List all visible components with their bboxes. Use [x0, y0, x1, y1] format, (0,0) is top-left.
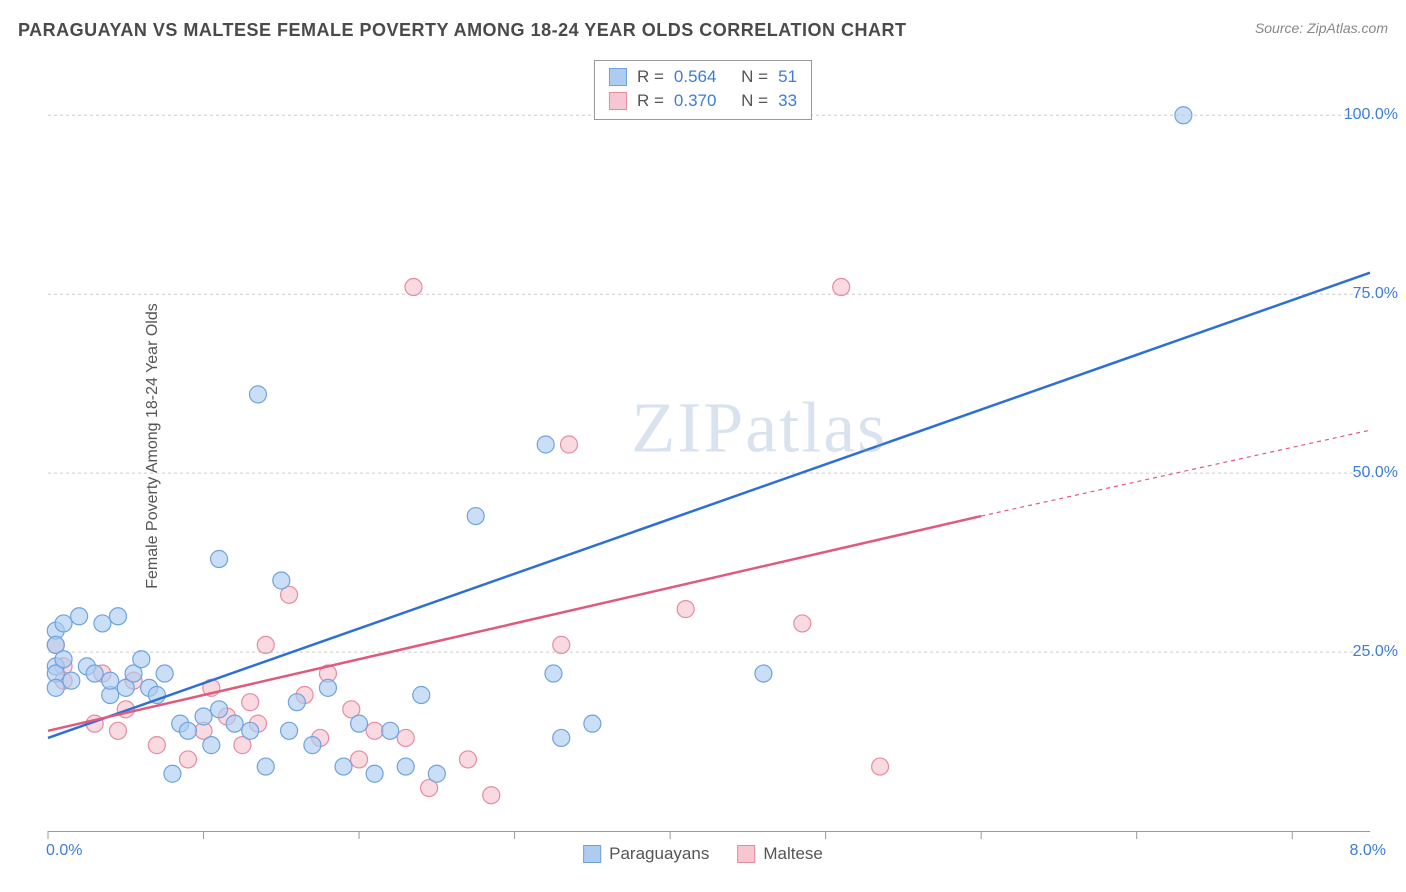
series-legend: Paraguayans Maltese: [583, 844, 823, 864]
legend-label: Paraguayans: [609, 844, 709, 864]
y-tick-label: 100.0%: [1344, 106, 1398, 124]
plot-area: [48, 58, 1370, 832]
y-tick-label: 75.0%: [1353, 285, 1398, 303]
r-label: R =: [637, 89, 664, 113]
y-tick-label: 25.0%: [1353, 643, 1398, 661]
legend-label: Maltese: [763, 844, 823, 864]
swatch-paraguayans: [583, 845, 601, 863]
x-axis-end-label: 8.0%: [1350, 842, 1386, 860]
swatch-maltese: [737, 845, 755, 863]
n-label: N =: [741, 89, 768, 113]
correlation-legend: R = 0.564 N = 51 R = 0.370 N = 33: [594, 60, 812, 120]
legend-item-paraguayans: Paraguayans: [583, 844, 709, 864]
scatter-chart-svg: [48, 58, 1370, 831]
r-value: 0.564: [674, 65, 717, 89]
swatch-maltese: [609, 92, 627, 110]
x-axis-start-label: 0.0%: [46, 842, 82, 860]
chart-title: PARAGUAYAN VS MALTESE FEMALE POVERTY AMO…: [18, 20, 906, 41]
legend-row-maltese: R = 0.370 N = 33: [609, 89, 797, 113]
chart-header: PARAGUAYAN VS MALTESE FEMALE POVERTY AMO…: [18, 20, 1388, 41]
r-label: R =: [637, 65, 664, 89]
n-value: 33: [778, 89, 797, 113]
legend-row-paraguayans: R = 0.564 N = 51: [609, 65, 797, 89]
n-label: N =: [741, 65, 768, 89]
y-tick-label: 50.0%: [1353, 464, 1398, 482]
swatch-paraguayans: [609, 68, 627, 86]
source-label: Source: ZipAtlas.com: [1255, 20, 1388, 36]
legend-item-maltese: Maltese: [737, 844, 823, 864]
n-value: 51: [778, 65, 797, 89]
r-value: 0.370: [674, 89, 717, 113]
